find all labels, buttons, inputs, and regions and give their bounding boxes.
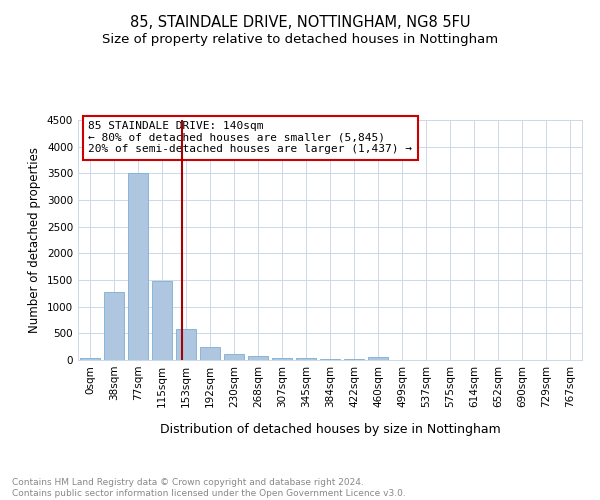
- Text: 85 STAINDALE DRIVE: 140sqm
← 80% of detached houses are smaller (5,845)
20% of s: 85 STAINDALE DRIVE: 140sqm ← 80% of deta…: [88, 121, 412, 154]
- Bar: [248, 356, 268, 360]
- Bar: [200, 347, 220, 360]
- Text: Size of property relative to detached houses in Nottingham: Size of property relative to detached ho…: [102, 32, 498, 46]
- Bar: [320, 359, 340, 360]
- Text: 85, STAINDALE DRIVE, NOTTINGHAM, NG8 5FU: 85, STAINDALE DRIVE, NOTTINGHAM, NG8 5FU: [130, 15, 470, 30]
- Bar: [104, 292, 124, 360]
- Text: Contains HM Land Registry data © Crown copyright and database right 2024.
Contai: Contains HM Land Registry data © Crown c…: [12, 478, 406, 498]
- Bar: [80, 358, 100, 360]
- Bar: [128, 174, 148, 360]
- Text: Distribution of detached houses by size in Nottingham: Distribution of detached houses by size …: [160, 422, 500, 436]
- Bar: [152, 281, 172, 360]
- Bar: [344, 359, 364, 360]
- Bar: [176, 330, 196, 360]
- Bar: [368, 358, 388, 360]
- Bar: [272, 358, 292, 360]
- Bar: [296, 358, 316, 360]
- Bar: [224, 354, 244, 360]
- Y-axis label: Number of detached properties: Number of detached properties: [28, 147, 41, 333]
